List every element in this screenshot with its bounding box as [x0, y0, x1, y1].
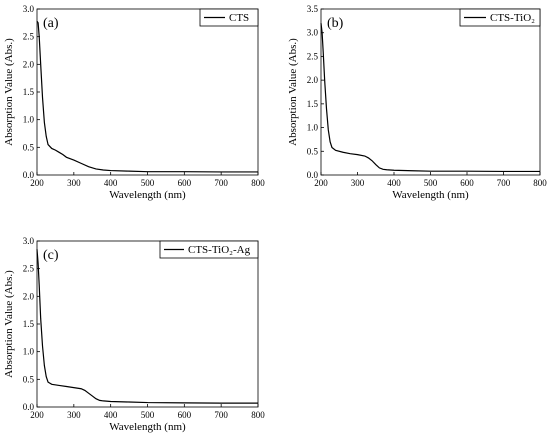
panel-c-series-line: [36, 249, 258, 404]
panel-b-legend-label: CTS-TiO₂: [490, 12, 535, 24]
panel-c-x-tick-label: 700: [214, 410, 228, 420]
panel-c-legend: CTS-TiO₂-Ag: [159, 240, 259, 259]
panel-b-x-tick-label: 800: [533, 178, 547, 188]
panel-a-y-tick-label: 0.5: [23, 142, 35, 152]
panel-a-label: (a): [43, 16, 59, 31]
panel-a-y-tick-label: 1.5: [23, 87, 35, 97]
panel-a-x-tick-label: 600: [178, 178, 192, 188]
panel-b-x-axis-label: Wavelength (nm): [392, 189, 469, 201]
panel-a-legend-box: [199, 8, 259, 27]
panel-a: (a) CTS 200 300 400 500 600 700 800 0.0 0.5 1.0 1.…: [3, 4, 265, 201]
panel-c-axes-ticks: 200 300 400 500 600 700 800 0.0 0.5 1.0 1.5 2.0 2.5 3…: [23, 236, 266, 420]
panel-c-y-tick-label: 1.0: [23, 347, 35, 357]
panel-a-x-tick-label: 300: [67, 178, 81, 188]
panel-b-plot-frame: [320, 8, 541, 176]
panel-c-legend-label: CTS-TiO₂-Ag: [188, 244, 251, 256]
panel-c-y-tick-label: 0.5: [23, 374, 35, 384]
panel-b-x-tick-label: 400: [387, 178, 401, 188]
panel-a-y-tick-label: 3.0: [23, 4, 35, 14]
panel-c-y-tick-label: 1.5: [23, 319, 35, 329]
panel-a-x-tick-label: 800: [251, 178, 265, 188]
panel-c-label: (c): [43, 248, 59, 263]
panel-a-x-tick-label: 400: [104, 178, 118, 188]
panel-a-y-tick-label: 2.0: [23, 59, 35, 69]
panel-c: (c) CTS-TiO₂-Ag 200 300 400 500 600 700 800 0.0…: [3, 236, 265, 433]
panel-c-legend-box: [159, 240, 259, 259]
panel-c-x-tick-label: 400: [104, 410, 118, 420]
panel-c-x-tick-label: 600: [178, 410, 192, 420]
panel-a-x-tick-label: 700: [214, 178, 228, 188]
panel-b-legend-box: [459, 8, 541, 27]
panel-a-y-tick-label: 0.0: [23, 170, 35, 180]
panel-b: (b) CTS-TiO₂ 200 300 400 500 600 700 800 0.0 0.5…: [287, 4, 547, 201]
panel-b-axes-ticks: 200 300 400 500 600 700 800 0.0 0.5 1.0 1.5 2.0 2.5 3…: [307, 4, 548, 188]
panel-c-x-tick-label: 300: [67, 410, 81, 420]
panel-b-y-tick-label: 2.0: [307, 75, 319, 85]
panel-a-legend: CTS: [199, 8, 259, 27]
panel-b-series-line: [320, 23, 540, 173]
panel-c-x-axis-label: Wavelength (nm): [109, 421, 186, 433]
panel-c-y-tick-label: 2.0: [23, 291, 35, 301]
panel-b-y-tick-label: 1.5: [307, 99, 319, 109]
panel-b-y-tick-label: 2.5: [307, 51, 319, 61]
panel-b-y-tick-label: 0.5: [307, 146, 319, 156]
panel-b-y-tick-label: 0.0: [307, 170, 319, 180]
panel-a-axes-ticks: 200 300 400 500 600 700 800 0.0 0.5 1.0 1.5 2.0 2.5 3…: [23, 4, 266, 188]
panel-b-x-tick-label: 300: [351, 178, 365, 188]
panel-b-x-tick-label: 200: [314, 178, 328, 188]
panel-a-y-axis-label: Absorption Value (Abs.): [3, 38, 15, 146]
panel-c-plot-frame: [36, 240, 259, 408]
panel-b-label: (b): [327, 16, 344, 31]
panel-a-x-axis-label: Wavelength (nm): [109, 189, 186, 201]
panel-b-y-tick-label: 3.5: [307, 4, 319, 14]
panel-b-x-tick-label: 600: [460, 178, 474, 188]
panel-b-x-tick-label: 500: [424, 178, 438, 188]
panel-a-y-tick-label: 1.0: [23, 115, 35, 125]
panel-a-x-tick-label: 200: [30, 178, 44, 188]
panel-b-y-tick-label: 3.0: [307, 28, 319, 38]
panel-c-y-tick-label: 2.5: [23, 264, 35, 274]
panel-b-legend: CTS-TiO₂: [459, 8, 541, 27]
panel-b-y-axis-label: Absorption Value (Abs.): [287, 38, 299, 146]
panel-c-y-tick-label: 3.0: [23, 236, 35, 246]
panel-a-series-line: [36, 20, 258, 173]
panel-a-x-tick-label: 500: [141, 178, 155, 188]
panel-a-y-tick-label: 2.5: [23, 32, 35, 42]
panel-b-x-tick-label: 700: [497, 178, 511, 188]
panel-a-legend-label: CTS: [229, 12, 249, 24]
panel-c-y-tick-label: 0.0: [23, 402, 35, 412]
panel-c-x-tick-label: 500: [141, 410, 155, 420]
panel-a-plot-frame: [36, 8, 259, 176]
panel-c-x-tick-label: 800: [251, 410, 265, 420]
panel-c-y-axis-label: Absorption Value (Abs.): [3, 270, 15, 378]
panel-c-x-tick-label: 200: [30, 410, 44, 420]
panel-b-y-tick-label: 1.0: [307, 123, 319, 133]
